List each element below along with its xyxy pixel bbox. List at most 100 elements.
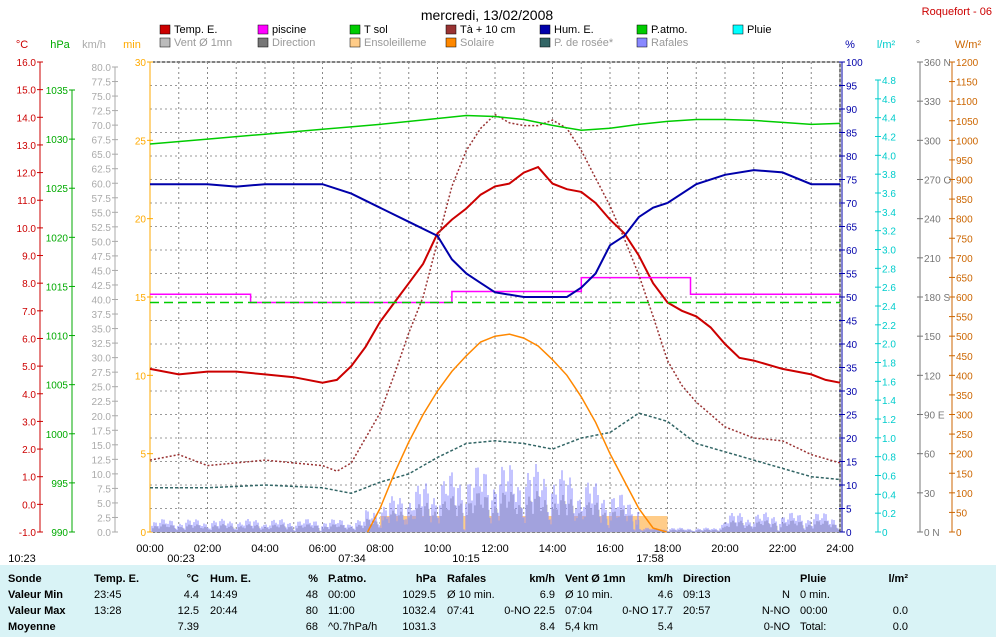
stats-raf-title: Rafales (447, 573, 487, 585)
rain-axis-unit-label: l/m² (877, 39, 896, 51)
legend-swatch (257, 37, 269, 48)
rain-axis-tick-label: 0.8 (882, 453, 896, 464)
stats-patm-value: 1029.5 (402, 589, 436, 601)
direction-axis-tick-label: 300 (924, 136, 941, 147)
weather-chart: 16.0 15.0 14.0 13.0 12.0 11.0 10.0 9.0 8.0 7.0 6.0… (8, 6, 992, 565)
stats-pluie-unit: l/m² (888, 573, 908, 585)
pressure-axis-tick-label: 1005 (46, 381, 69, 392)
wind-axis-tick-label: 40.0 (92, 296, 112, 307)
solar-axis-tick-label: 800 (956, 215, 973, 226)
temp-axis-unit-label: °C (16, 39, 28, 51)
sun-event-label: 07:34 (338, 553, 366, 565)
stats-hum-value: 68 (305, 621, 318, 633)
wind-axis-tick-label: 47.5 (92, 252, 112, 263)
x-tick-label: 00:00 (136, 543, 164, 555)
wind-axis-tick-label: 67.5 (92, 136, 112, 147)
stats-raf-value: 0-NO 22.5 (504, 605, 555, 617)
legend-label: Solaire (460, 37, 494, 49)
legend-swatch (539, 37, 551, 48)
stats-hum-title: Hum. E. (210, 573, 251, 585)
stats-vent-title: Vent Ø 1mn (565, 573, 626, 585)
stats-hum-time: 20:44 (210, 605, 238, 617)
x-tick-label: 06:00 (309, 543, 337, 555)
stats-temp-title: Temp. E. (94, 573, 140, 585)
stats-hum-time: 14:49 (210, 589, 238, 601)
x-tick-label: 20:00 (711, 543, 739, 555)
direction-axis-tick-label: 270 O (924, 176, 951, 187)
wind-axis-tick-label: 77.5 (92, 78, 112, 89)
stats-row-label: Valeur Max (8, 605, 66, 617)
temp-axis-tick-label: 0.0 (22, 500, 36, 511)
series-line-p-atmo- (149, 114, 841, 145)
solar-axis-tick-label: 850 (956, 195, 973, 206)
wind-axis-tick-label: 12.5 (92, 455, 112, 466)
rain-axis-tick-label: 3.6 (882, 189, 896, 200)
humidity-axis-tick-label: 5 (846, 505, 852, 516)
x-tick-label: 04:00 (251, 543, 279, 555)
legend-swatch (445, 37, 457, 48)
legend-label: Direction (272, 37, 315, 49)
pressure-axis-tick-label: 1010 (46, 332, 69, 343)
solar-axis-tick-label: 750 (956, 234, 973, 245)
solar-axis-tick-label: 700 (956, 254, 973, 265)
rain-axis-tick-label: 4.6 (882, 95, 896, 106)
solar-axis-tick-label: 300 (956, 411, 973, 422)
solar-axis-tick-label: 250 (956, 430, 973, 441)
wind-axis-tick-label: 80.0 (92, 63, 112, 74)
stats-patm-time: 11:00 (328, 605, 355, 617)
stats-temp-time: 13:28 (94, 605, 122, 617)
humidity-axis-tick-label: 40 (846, 340, 858, 351)
wind-axis-tick-label: 10.0 (92, 470, 112, 481)
rain-axis-tick-label: 1.8 (882, 359, 896, 370)
x-tick-label: 08:00 (366, 543, 394, 555)
rain-axis-tick-label: 0.2 (882, 509, 896, 520)
rain-axis-tick-label: 2.0 (882, 340, 896, 351)
wind-axis-tick-label: 37.5 (92, 310, 112, 321)
solar-axis-tick-label: 450 (956, 352, 973, 363)
direction-axis-tick-label: 240 (924, 215, 941, 226)
temp-axis-tick-label: 14.0 (17, 113, 37, 124)
x-tick-label: 12:00 (481, 543, 509, 555)
stats-temp-value: 7.39 (177, 621, 199, 633)
stats-vent-unit: km/h (647, 573, 673, 585)
temp-axis-tick-label: 13.0 (17, 141, 37, 152)
wind-axis-unit-label: km/h (82, 39, 106, 51)
solar-axis-tick-label: 1100 (956, 97, 978, 108)
stats-vent-time: Ø 10 min. (565, 589, 613, 601)
rain-axis-tick-label: 2.2 (882, 321, 896, 332)
wind-axis-tick-label: 72.5 (92, 107, 112, 118)
solar-axis-tick-label: 50 (956, 508, 968, 519)
rain-axis-tick-label: 3.0 (882, 246, 896, 257)
solar-axis-tick-label: 1000 (956, 136, 979, 147)
stats-vent-value: 0-NO 17.7 (622, 605, 673, 617)
rain-axis-tick-label: 4.8 (882, 76, 896, 87)
legend-swatch (445, 24, 457, 35)
x-tick-label: 22:00 (769, 543, 797, 555)
stats-patm-unit: hPa (415, 573, 436, 585)
wind-axis-tick-label: 35.0 (92, 325, 112, 336)
wind-axis-tick-label: 60.0 (92, 179, 112, 190)
legend-swatch (159, 37, 171, 48)
wind-axis-tick-label: 45.0 (92, 266, 112, 277)
x-tick-label: 10:00 (424, 543, 452, 555)
stats-temp-unit: °C (186, 573, 199, 585)
temp-axis-tick-label: 7.0 (22, 307, 36, 318)
stats-patm-title: P.atmo. (328, 573, 367, 585)
stats-dir-time: 09:13 (683, 589, 711, 601)
pressure-axis-tick-label: 1000 (46, 430, 69, 441)
solar-axis-tick-label: 350 (956, 391, 973, 402)
rain-axis-tick-label: 0.4 (882, 490, 896, 501)
sun-axis-tick-label: 10 (135, 371, 147, 382)
series-line-t-10-cm (149, 113, 841, 473)
stats-temp-value: 12.5 (177, 605, 199, 617)
legend-label: Rafales (651, 37, 689, 49)
solar-axis-tick-label: 0 (956, 528, 962, 539)
x-tick-label: 14:00 (539, 543, 567, 555)
temp-axis-tick-label: 9.0 (22, 252, 36, 263)
humidity-axis-tick-label: 30 (846, 387, 858, 398)
wind-axis-tick-label: 50.0 (92, 237, 112, 248)
stats-dir-value: 0-NO (763, 621, 790, 633)
stats-pluie-time: Total: (800, 621, 827, 633)
wind-axis-tick-label: 52.5 (92, 223, 112, 234)
